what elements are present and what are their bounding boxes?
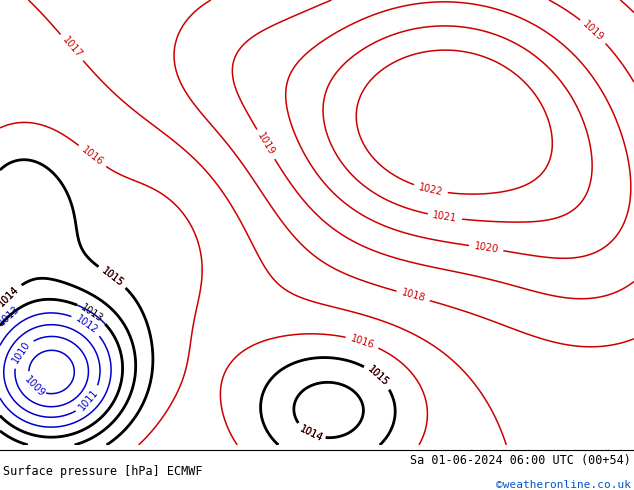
Text: ©weatheronline.co.uk: ©weatheronline.co.uk — [496, 480, 631, 490]
Text: 1016: 1016 — [79, 145, 105, 168]
Text: 1019: 1019 — [256, 131, 276, 157]
Text: 1021: 1021 — [432, 210, 458, 224]
Text: 1014: 1014 — [0, 284, 21, 308]
Text: 1013: 1013 — [79, 302, 105, 324]
Text: 1013: 1013 — [0, 304, 22, 327]
Text: 1015: 1015 — [100, 265, 126, 288]
Text: 1010: 1010 — [10, 340, 32, 366]
Text: 1015: 1015 — [366, 365, 391, 389]
Text: 1020: 1020 — [474, 241, 499, 255]
Text: 1011: 1011 — [77, 388, 101, 413]
Text: 1012: 1012 — [74, 313, 100, 336]
Text: 1017: 1017 — [60, 35, 84, 60]
Text: 1016: 1016 — [349, 333, 375, 350]
Text: Surface pressure [hPa] ECMWF: Surface pressure [hPa] ECMWF — [3, 465, 203, 478]
Text: 1009: 1009 — [23, 375, 47, 399]
Text: 1019: 1019 — [581, 19, 605, 43]
Text: 1022: 1022 — [417, 182, 444, 197]
Text: 1014: 1014 — [298, 424, 325, 443]
Text: 1014: 1014 — [298, 424, 325, 443]
Text: Sa 01-06-2024 06:00 UTC (00+54): Sa 01-06-2024 06:00 UTC (00+54) — [410, 454, 631, 467]
Text: 1014: 1014 — [0, 284, 21, 308]
Text: 1015: 1015 — [366, 365, 391, 389]
Text: 1015: 1015 — [100, 265, 126, 288]
Text: 1018: 1018 — [400, 288, 426, 304]
